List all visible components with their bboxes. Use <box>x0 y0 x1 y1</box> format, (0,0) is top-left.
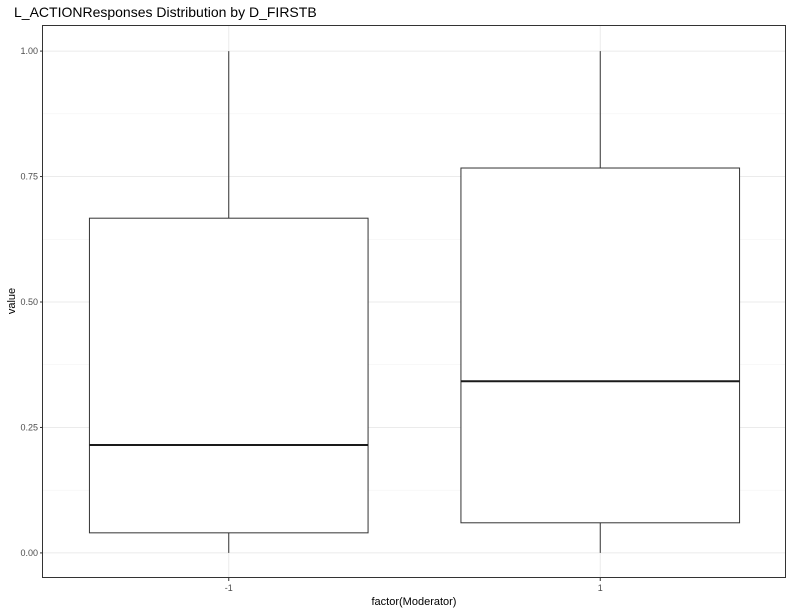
y-tick-label: 0.50 <box>20 297 38 307</box>
chart-title: L_ACTIONResponses Distribution by D_FIRS… <box>14 4 317 20</box>
x-axis-label: factor(Moderator) <box>372 596 457 608</box>
box-2 <box>460 51 741 553</box>
box-1 <box>88 51 369 553</box>
x-tick-label: -1 <box>225 583 233 593</box>
y-tick-label: 0.75 <box>20 172 38 182</box>
y-axis: 0.00 0.25 0.50 0.75 1.00 <box>20 46 43 558</box>
x-tick-label: 1 <box>598 583 603 593</box>
box-iqr <box>460 167 741 524</box>
y-tick-label: 0.25 <box>20 422 38 432</box>
y-tick-label: 0.00 <box>20 548 38 558</box>
box-iqr <box>88 217 369 534</box>
box-layer <box>88 51 741 553</box>
y-tick-label: 1.00 <box>20 46 38 56</box>
y-axis-label: value <box>6 288 18 314</box>
x-axis: -1 1 <box>225 578 603 593</box>
